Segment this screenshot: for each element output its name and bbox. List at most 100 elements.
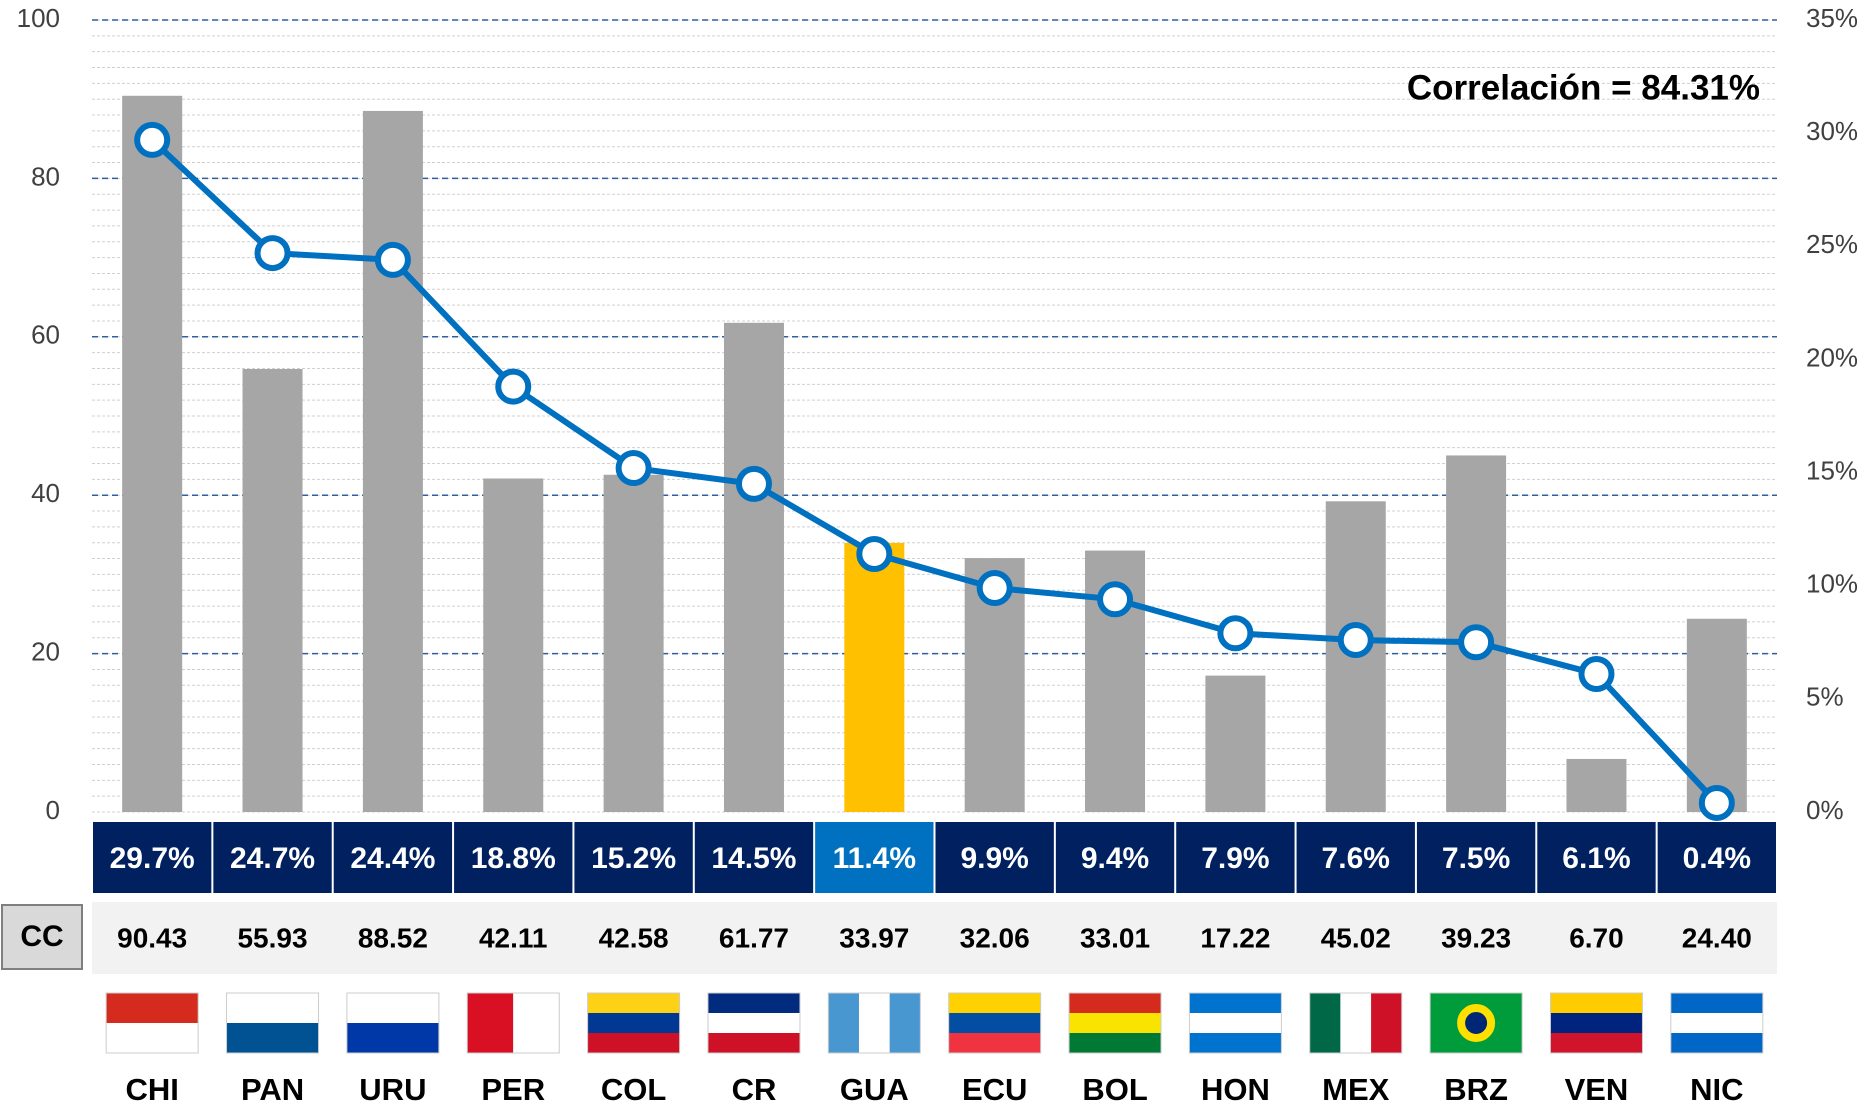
marker: [1698, 784, 1735, 821]
x-tick-label: BRZ: [1444, 1072, 1508, 1107]
x-tick-label: VEN: [1565, 1072, 1629, 1107]
flag-border: [1068, 992, 1162, 1054]
flag-stripe: [1550, 1033, 1643, 1053]
bar: [242, 369, 303, 812]
x-tick-label: NIC: [1690, 1072, 1743, 1107]
y-tick-label: 100: [17, 3, 60, 33]
flag-border: [827, 992, 921, 1054]
line: [150, 137, 1720, 805]
x-tick-label: URU: [359, 1072, 426, 1107]
flag-stripe: [1340, 993, 1372, 1053]
flag-stripe: [1309, 993, 1341, 1053]
marker: [495, 368, 532, 405]
table-cell: 61.77: [719, 922, 789, 953]
x-tick-label: BOL: [1082, 1072, 1147, 1107]
label-cell: [1537, 822, 1656, 893]
marker: [856, 536, 893, 573]
flag-stripe: [513, 993, 560, 1053]
flag-stripe: [948, 1033, 1041, 1053]
data-label: 9.9%: [960, 842, 1028, 875]
y2-tick-label: 20%: [1806, 342, 1858, 372]
marker: [374, 241, 411, 278]
label-cell: [454, 822, 573, 893]
data-label: 29.7%: [110, 842, 195, 875]
flag-stripe: [1371, 993, 1402, 1053]
table-cell: 17.22: [1200, 922, 1270, 953]
x-tick-label: COL: [601, 1072, 666, 1107]
x-tick-label: MEX: [1322, 1072, 1390, 1107]
label-cell: [1176, 822, 1295, 893]
data-label: 7.6%: [1322, 842, 1390, 875]
flag-stripe: [1670, 1013, 1763, 1033]
flag-stripe: [1550, 993, 1643, 1013]
table-cell: 33.01: [1080, 922, 1150, 953]
flag-stripe: [346, 993, 439, 1023]
table-cell: 55.93: [237, 922, 307, 953]
x-tick-label: CR: [732, 1072, 777, 1107]
label-cell: [93, 822, 212, 893]
flag-stripe: [858, 993, 890, 1053]
flag-stripe: [948, 1013, 1041, 1033]
label-cell: [574, 822, 693, 893]
bar: [1205, 675, 1266, 812]
data-label: 7.9%: [1201, 842, 1269, 875]
flag-stripe: [106, 993, 199, 1023]
bar: [122, 95, 183, 812]
table-cell: 39.23: [1441, 922, 1511, 953]
flag-border: [1429, 992, 1523, 1054]
flag-stripe: [106, 1023, 199, 1053]
bar: [723, 322, 784, 812]
data-label: 0.4%: [1683, 842, 1751, 875]
y2-tick-label: 30%: [1806, 116, 1858, 146]
y2-tick-label: 0%: [1806, 795, 1844, 825]
bar: [362, 110, 423, 812]
flag-border: [346, 992, 440, 1054]
flag-border: [1188, 992, 1282, 1054]
label-cell: [213, 822, 332, 893]
data-label: 9.4%: [1081, 842, 1149, 875]
flag-border: [226, 992, 320, 1054]
flag-stripe: [707, 993, 800, 1013]
table-cell: 33.97: [839, 922, 909, 953]
label-cell: [333, 822, 453, 893]
flag-stripe: [226, 1023, 319, 1053]
marker: [615, 450, 652, 487]
label-cell: [1657, 822, 1776, 893]
y-tick-label: 80: [31, 161, 60, 191]
flag-stripe: [587, 993, 680, 1013]
flag-stripe: [1069, 993, 1162, 1013]
marker: [134, 121, 171, 158]
label-cell: [1055, 822, 1175, 893]
label-cell: [815, 822, 934, 893]
marker: [1097, 581, 1134, 618]
table-cell: 42.11: [479, 922, 548, 953]
bar: [483, 478, 544, 812]
flag-border: [105, 992, 199, 1054]
data-label: 18.8%: [471, 842, 556, 875]
flag-stripe: [587, 1013, 680, 1033]
bar: [603, 474, 664, 812]
flag-stripe: [1189, 1033, 1282, 1053]
x-tick-label: HON: [1201, 1072, 1270, 1107]
flag-stripe: [1550, 1013, 1643, 1033]
flag-stripe: [226, 993, 319, 1023]
y2-tick-label: 5%: [1806, 682, 1844, 712]
flag-stripe: [889, 993, 921, 1053]
label-cell: [935, 822, 1054, 893]
y-tick-label: 0: [46, 795, 60, 825]
flag-stripe: [948, 993, 1041, 1013]
flag-stripe: [707, 1013, 800, 1033]
label-cell: [694, 822, 814, 893]
y2-tick-label: 25%: [1806, 229, 1858, 259]
y-tick-label: 40: [31, 478, 60, 508]
x-tick-label: GUA: [840, 1072, 909, 1107]
flag-border: [466, 992, 560, 1054]
data-label: 6.1%: [1562, 842, 1630, 875]
flag-border: [1549, 992, 1643, 1054]
label-cell: [1296, 822, 1415, 893]
x-tick-label: PER: [481, 1072, 545, 1107]
y-tick-label: 20: [31, 636, 60, 666]
table-cell: 6.70: [1569, 922, 1624, 953]
data-label: 14.5%: [711, 842, 796, 875]
